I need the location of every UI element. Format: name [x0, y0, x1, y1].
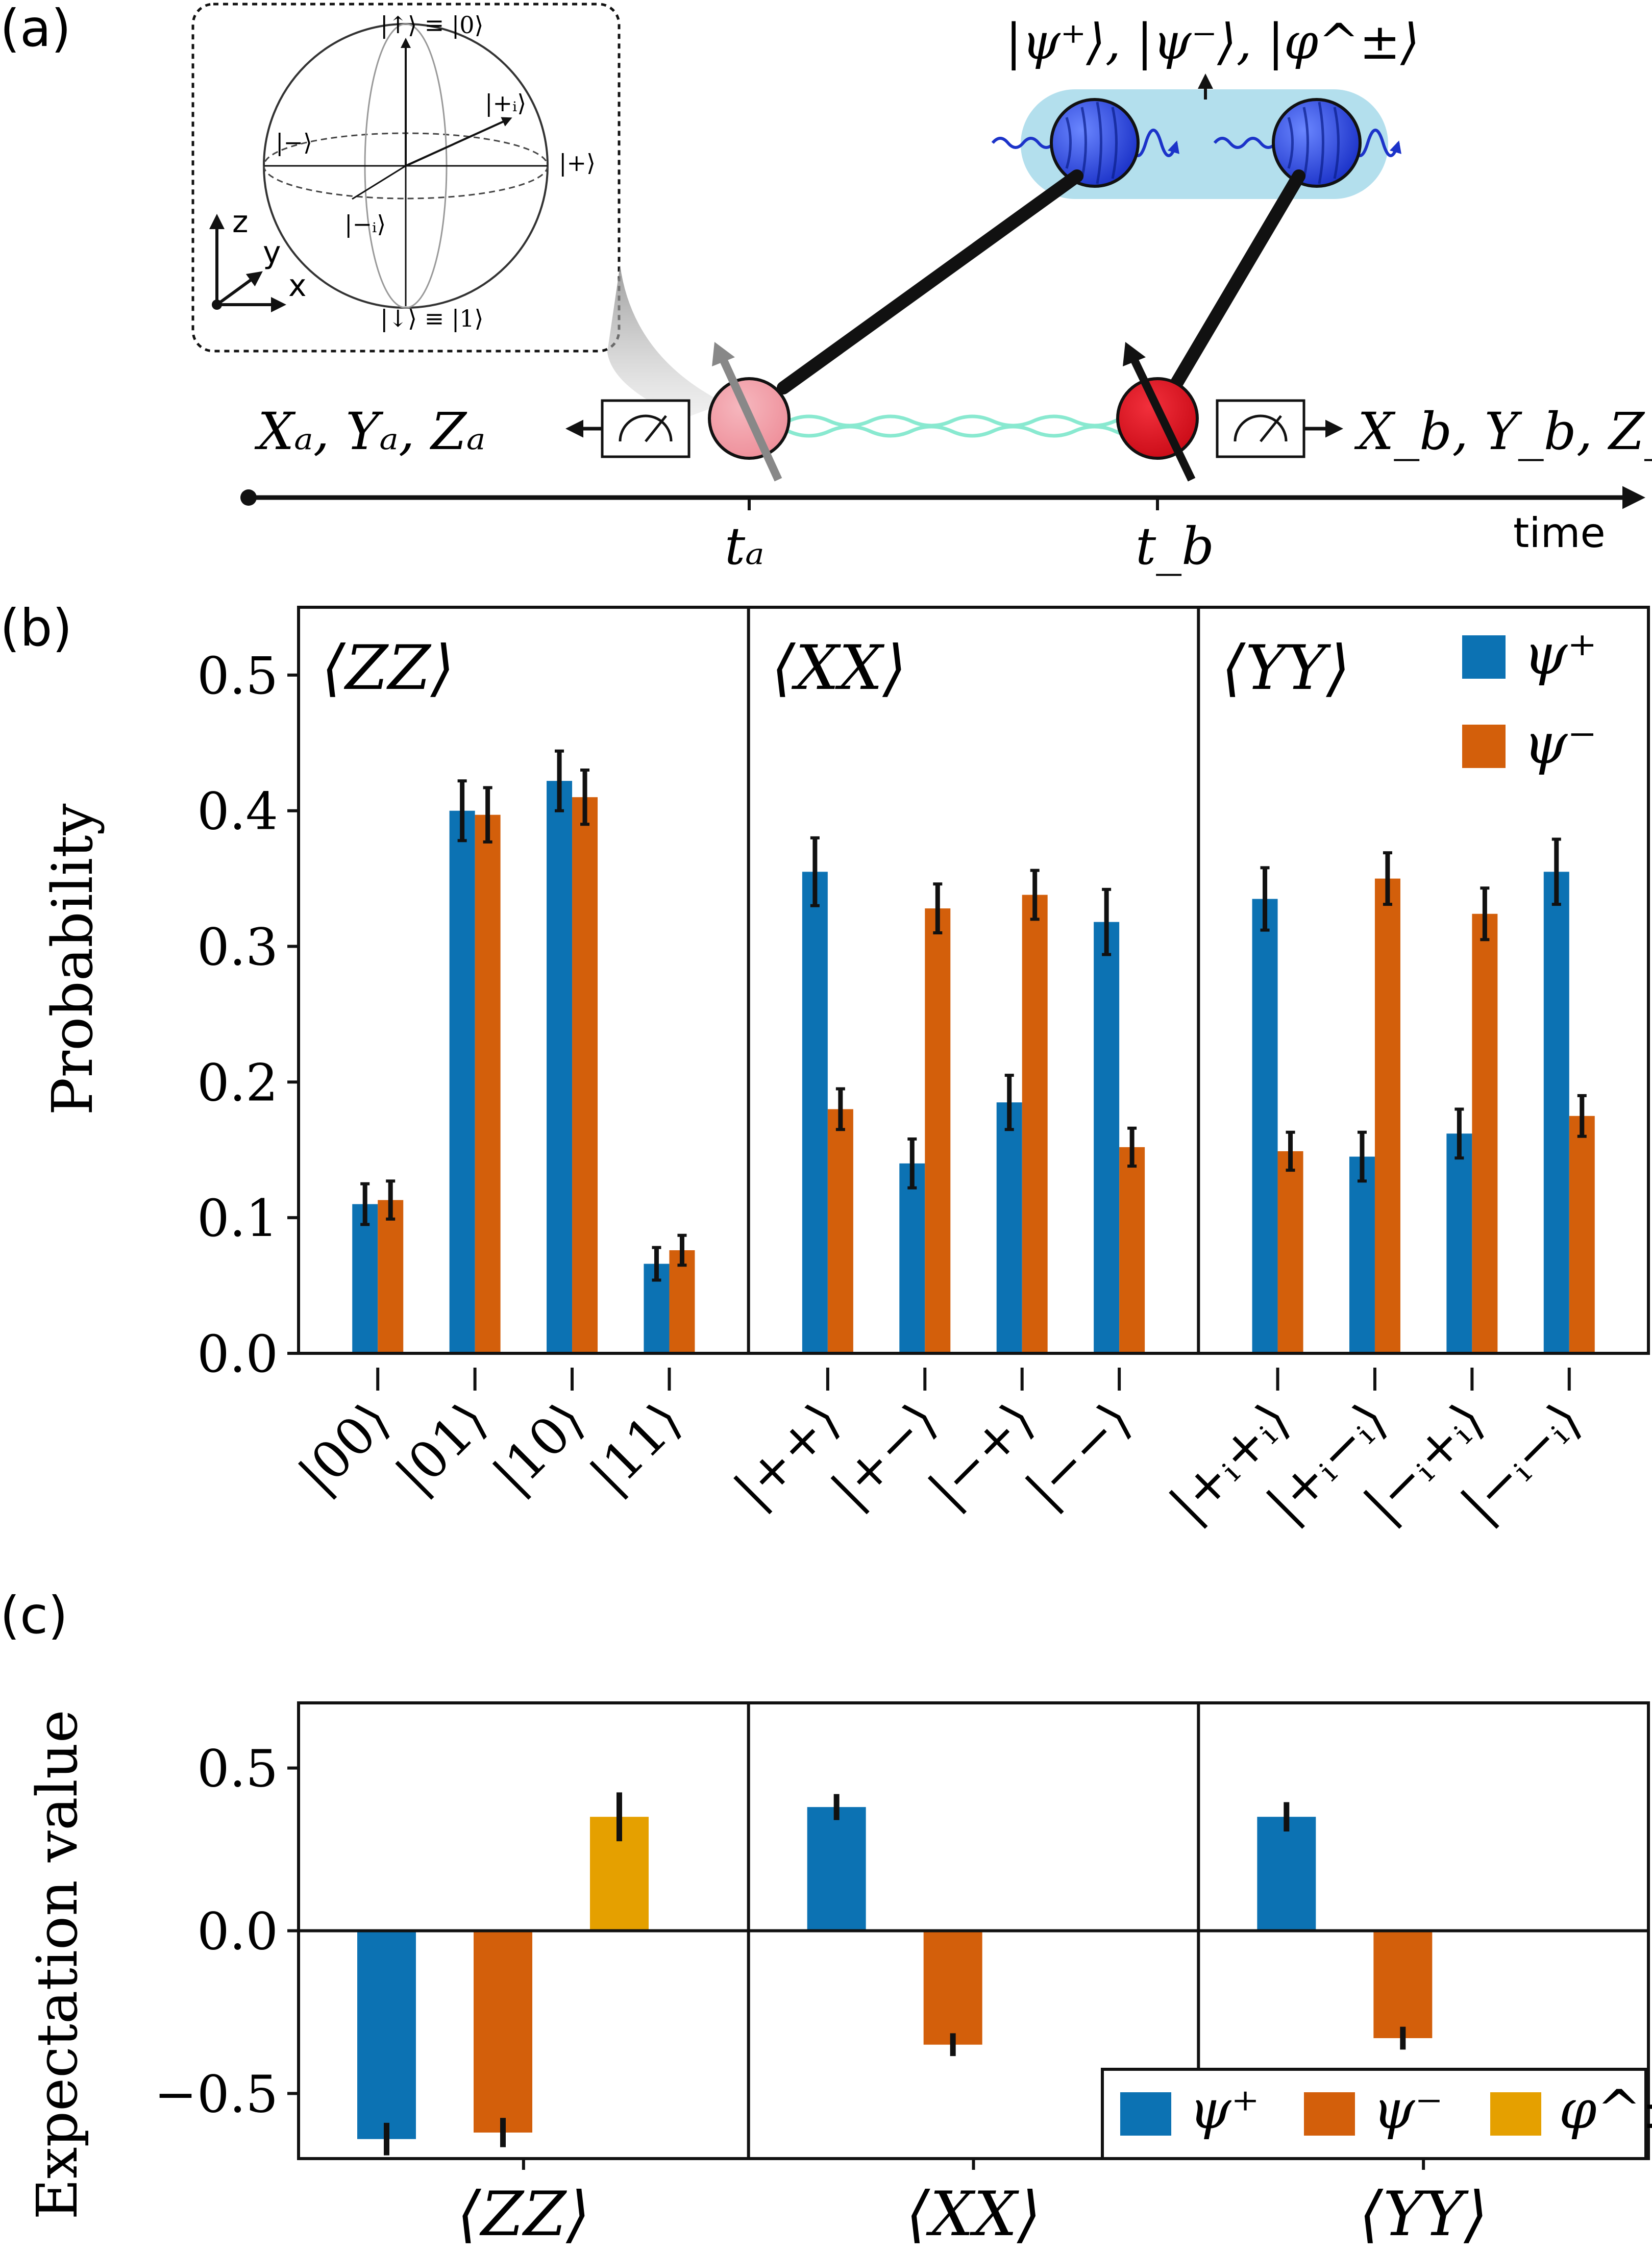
panel-b-ylabel: Probability	[40, 803, 105, 1115]
axis-y-label: y	[263, 235, 281, 270]
bloch-minus-label: |−⟩	[276, 129, 312, 156]
b-bar	[925, 908, 951, 1353]
c-xtick-label: ⟨YY⟩	[1359, 2179, 1488, 2250]
fiber-link	[787, 414, 1157, 438]
c-ytick-label: −0.5	[154, 2064, 278, 2124]
panel-a-schematic: (a) |↑⟩ ≡ |0⟩ |↓⟩ ≡ |1⟩ |−⟩ |+⟩ |+ᵢ⟩ |−ᵢ…	[0, 0, 1652, 576]
time-label: time	[1513, 509, 1606, 557]
b-xtick-label: |10⟩	[482, 1390, 596, 1504]
panel-c-legend: ψ⁺ ψ⁻ φ^±	[1101, 2068, 1652, 2160]
panel-c-expectation-chart: (c) Expectation value −0.5 0.0 0.5 ⟨ZZ⟩ ⟨XX…	[0, 1586, 1652, 2250]
b-bar	[827, 1109, 853, 1353]
emission-line-b	[1167, 169, 1305, 394]
emission-line-a	[777, 169, 1083, 394]
b-bar	[547, 781, 573, 1353]
b-xtick-label: |+−⟩	[820, 1390, 949, 1519]
c-ytick-label: 0.0	[197, 1902, 278, 1962]
panel-b-label: (b)	[0, 598, 72, 658]
inset-pointer	[607, 265, 725, 418]
qubit-b	[1116, 342, 1199, 482]
b-ytick-label: 0.0	[197, 1324, 278, 1384]
b-ytick-label: 0.5	[197, 646, 278, 706]
b-bar	[1252, 899, 1278, 1353]
bloch-down-label: |↓⟩ ≡ |1⟩	[380, 305, 484, 332]
b-ytick-label: 0.2	[197, 1053, 278, 1112]
bloch-up-label: |↑⟩ ≡ |0⟩	[380, 11, 484, 39]
b-plot-frame	[297, 606, 1650, 1355]
c-bar	[357, 1930, 416, 2139]
axis-z-label: z	[232, 204, 249, 240]
states-label: |ψ⁺⟩, |ψ⁻⟩, |φ^±⟩	[1005, 13, 1419, 70]
photon-left	[991, 98, 1179, 188]
b-xtick-label: |−+⟩	[917, 1390, 1046, 1519]
c-ytick-label: 0.5	[197, 1739, 278, 1799]
photon-right	[1213, 98, 1401, 188]
b-bar	[1472, 913, 1498, 1353]
b-bar	[378, 1200, 404, 1353]
b-xtick-label: |01⟩	[384, 1390, 499, 1504]
panel-b-legend: ψ⁺ ψ⁻	[1462, 622, 1597, 776]
b-bar	[1349, 1156, 1375, 1353]
b-ytick-label: 0.1	[197, 1189, 278, 1248]
c-bar	[923, 1930, 982, 2045]
meter-a	[565, 399, 691, 458]
b-bar	[352, 1204, 378, 1353]
panel-b-probability-chart: (b) Probability 0.0 0.1 0.2 0.3 0.4 0.5 ⟨ZZ⟩ ⟨…	[0, 598, 1650, 1533]
panel-c-ylabel: Expectation value	[24, 1710, 90, 2220]
b-bar	[899, 1163, 925, 1353]
b-bar	[449, 810, 475, 1353]
meter-b	[1216, 399, 1343, 458]
c-xtick-label: ⟨XX⟩	[906, 2179, 1041, 2250]
b-ytick-label: 0.3	[197, 918, 278, 977]
legend-c-psi-minus: ψ⁻	[1373, 2078, 1443, 2141]
c-xtick-label: ⟨ZZ⟩	[457, 2179, 590, 2250]
bloch-plus-label: |+⟩	[559, 149, 596, 177]
bloch-plus-i-label: |+ᵢ⟩	[485, 89, 526, 117]
b-bar	[996, 1102, 1022, 1353]
c-bar	[1373, 1930, 1433, 2038]
b-bar	[669, 1250, 695, 1353]
b-bar	[1094, 922, 1120, 1353]
legend-c-phi: φ^±	[1559, 2078, 1652, 2141]
b-xtick-label: |00⟩	[287, 1390, 402, 1504]
b-bar	[1277, 1151, 1303, 1353]
bloch-sphere: |↑⟩ ≡ |0⟩ |↓⟩ ≡ |1⟩ |−⟩ |+⟩ |+ᵢ⟩ |−ᵢ⟩	[263, 11, 596, 332]
b-ytick-label: 0.4	[197, 782, 278, 841]
b-bar	[475, 814, 501, 1353]
c-plot-frame	[297, 1701, 1650, 2160]
meas-b-label: X_b, Y_b, Z_b	[1354, 402, 1652, 461]
b-bar	[1374, 878, 1400, 1353]
b-bar	[1446, 1133, 1472, 1353]
b-group-title: ⟨XX⟩	[772, 633, 907, 704]
b-bar	[1543, 872, 1569, 1353]
t-a-label: tₐ	[725, 516, 765, 576]
meas-a-label: Xₐ, Yₐ, Zₐ	[254, 402, 485, 461]
b-xtick-label: |++⟩	[723, 1390, 852, 1519]
legend-c-psi-plus: ψ⁺	[1189, 2078, 1260, 2141]
axis-x-label: x	[288, 268, 307, 304]
b-bar	[1022, 895, 1048, 1353]
b-group-title: ⟨YY⟩	[1221, 633, 1350, 704]
legend-b-psi-plus: ψ⁺	[1523, 622, 1597, 687]
legend-b-psi-minus: ψ⁻	[1523, 711, 1597, 776]
c-bar	[1257, 1817, 1316, 1931]
b-bar	[802, 872, 828, 1353]
c-bar	[474, 1930, 532, 2133]
qubit-a	[708, 342, 791, 482]
b-xtick-label: |−−⟩	[1014, 1390, 1143, 1519]
b-bar	[1119, 1147, 1145, 1353]
b-bar	[572, 797, 598, 1353]
panel-a-label: (a)	[0, 0, 71, 58]
b-xtick-label: |11⟩	[579, 1390, 693, 1504]
bloch-minus-i-label: |−ᵢ⟩	[344, 210, 386, 238]
panel-c-label: (c)	[0, 1586, 68, 1645]
t-b-label: t_b	[1136, 516, 1214, 576]
b-group-title: ⟨ZZ⟩	[322, 633, 454, 704]
coordinate-axes: z y x	[209, 204, 307, 312]
c-bar	[807, 1807, 866, 1931]
b-bar	[1569, 1116, 1595, 1353]
